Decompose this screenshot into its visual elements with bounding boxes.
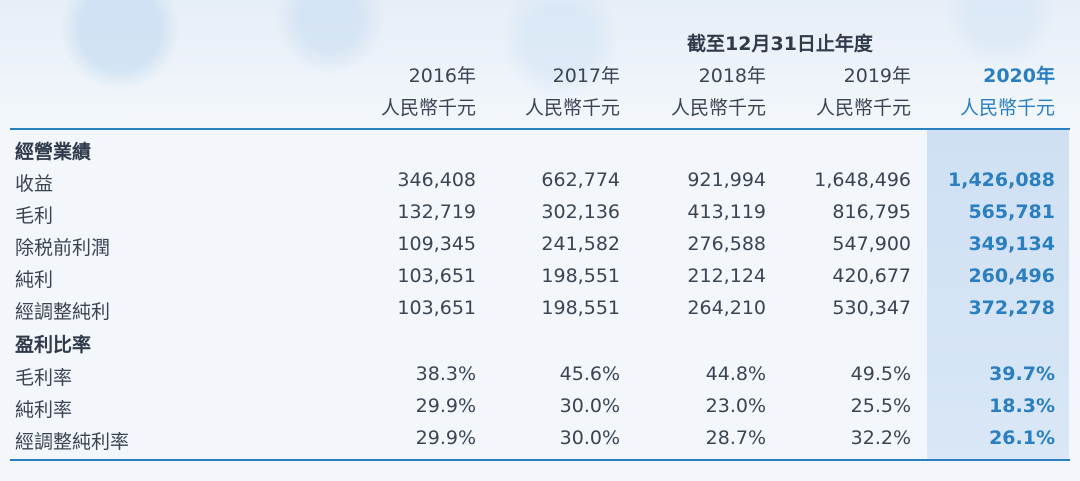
table-cell: 29.9%: [415, 427, 476, 449]
table-row: 毛利率 38.3% 45.6% 44.8% 49.5% 39.7%: [0, 363, 1080, 395]
table-cell: 1,648,496: [814, 169, 911, 191]
table-cell: 921,994: [687, 169, 766, 191]
table-row: 毛利 132,719 302,136 413,119 816,795 565,7…: [0, 201, 1080, 233]
section-header-profitability-ratios: 盈利比率: [0, 330, 1080, 362]
table-cell: 38.3%: [415, 363, 476, 385]
table-cell: 816,795: [832, 201, 911, 223]
row-label: 純利: [15, 269, 54, 291]
table-cell-highlight: 18.3%: [989, 395, 1055, 417]
table-cell: 28.7%: [705, 427, 766, 449]
year-2019: 2019年: [843, 65, 911, 87]
table-cell: 346,408: [397, 169, 476, 191]
row-label: 經調整純利: [15, 301, 111, 323]
unit-2016: 人民幣千元: [380, 97, 476, 119]
table-row: 經調整純利 103,651 198,551 264,210 530,347 37…: [0, 297, 1080, 329]
table-cell-highlight: 39.7%: [989, 363, 1055, 385]
period-heading: 截至12月31日止年度: [687, 33, 873, 55]
table-row: 收益 346,408 662,774 921,994 1,648,496 1,4…: [0, 169, 1080, 201]
section-title: 盈利比率: [15, 334, 92, 356]
table-cell: 132,719: [397, 201, 476, 223]
unit-2019: 人民幣千元: [815, 97, 911, 119]
table-cell: 49.5%: [850, 363, 911, 385]
year-2020: 2020年: [983, 65, 1055, 87]
table-cell: 23.0%: [705, 395, 766, 417]
row-label: 經調整純利率: [15, 431, 130, 453]
table-cell-highlight: 260,496: [968, 265, 1055, 287]
table-row: 純利率 29.9% 30.0% 23.0% 25.5% 18.3%: [0, 395, 1080, 427]
table-cell-highlight: 1,426,088: [948, 169, 1055, 191]
table-cell: 420,677: [832, 265, 911, 287]
highlight-column-2020: [927, 128, 1069, 461]
row-label: 毛利: [15, 205, 54, 227]
table-cell: 198,551: [541, 297, 620, 319]
table-cell: 662,774: [541, 169, 620, 191]
unit-2020: 人民幣千元: [959, 97, 1055, 119]
row-label: 毛利率: [15, 367, 73, 389]
table-cell: 212,124: [687, 265, 766, 287]
unit-2017: 人民幣千元: [524, 97, 620, 119]
table-cell: 30.0%: [559, 427, 620, 449]
table-cell: 530,347: [832, 297, 911, 319]
table-cell-highlight: 26.1%: [989, 427, 1055, 449]
unit-2018: 人民幣千元: [670, 97, 766, 119]
table-row: 除税前利潤 109,345 241,582 276,588 547,900 34…: [0, 233, 1080, 265]
table-row: 經調整純利率 29.9% 30.0% 28.7% 32.2% 26.1%: [0, 427, 1080, 459]
row-label: 收益: [15, 173, 54, 195]
table-cell: 302,136: [541, 201, 620, 223]
table-cell: 109,345: [397, 233, 476, 255]
table-cell: 44.8%: [705, 363, 766, 385]
table-row: 純利 103,651 198,551 212,124 420,677 260,4…: [0, 265, 1080, 297]
row-label: 除税前利潤: [15, 237, 111, 259]
table-cell: 264,210: [687, 297, 766, 319]
section-header-operating-results: 經營業績: [0, 137, 1080, 169]
table-cell: 241,582: [541, 233, 620, 255]
table-cell: 25.5%: [850, 395, 911, 417]
table-cell: 547,900: [832, 233, 911, 255]
table-cell-highlight: 349,134: [968, 233, 1055, 255]
year-2018: 2018年: [698, 65, 766, 87]
table-cell: 103,651: [397, 265, 476, 287]
table-cell: 29.9%: [415, 395, 476, 417]
year-2016: 2016年: [408, 65, 476, 87]
table-cell: 198,551: [541, 265, 620, 287]
table-bottom-rule: [10, 459, 1070, 461]
table-cell: 276,588: [687, 233, 766, 255]
year-2017: 2017年: [552, 65, 620, 87]
table-cell-highlight: 372,278: [968, 297, 1055, 319]
table-top-rule: [10, 128, 1070, 130]
table-cell: 30.0%: [559, 395, 620, 417]
header-background: [0, 0, 1080, 128]
table-cell: 32.2%: [850, 427, 911, 449]
table-cell: 45.6%: [559, 363, 620, 385]
table-cell: 413,119: [687, 201, 766, 223]
section-title: 經營業績: [15, 141, 92, 163]
table-cell-highlight: 565,781: [968, 201, 1055, 223]
table-cell: 103,651: [397, 297, 476, 319]
row-label: 純利率: [15, 399, 73, 421]
